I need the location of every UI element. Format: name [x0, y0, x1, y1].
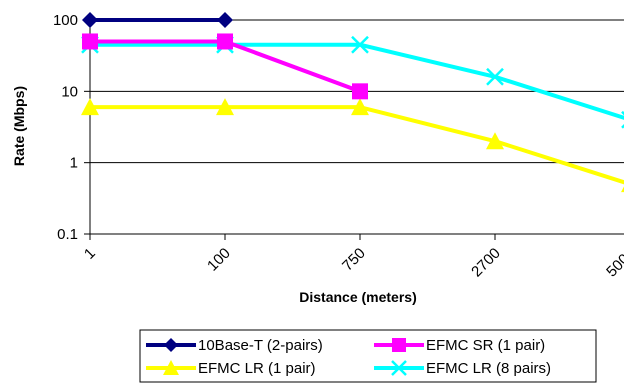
data-point: [391, 360, 407, 376]
legend-box: [139, 329, 597, 383]
y-tick-label: 1: [70, 155, 78, 172]
legend-label: 10Base-T (2-pairs): [198, 337, 323, 354]
x-tick-label: 2700: [468, 245, 504, 281]
data-point: [392, 338, 406, 352]
y-tick-label: 0.1: [57, 226, 78, 243]
y-tick-labels: 100 10 1 0.1: [53, 12, 78, 243]
legend-item: EFMC LR (8 pairs): [374, 360, 551, 377]
data-point: [621, 186, 624, 193]
data-point: [164, 338, 178, 352]
data-point: [486, 132, 504, 150]
data-point: [486, 67, 504, 86]
y-tick-label: 10: [61, 83, 78, 100]
series-line: [90, 105, 624, 185]
data-point: [82, 33, 98, 50]
data-point-stroke: [486, 67, 504, 86]
data-point: [217, 12, 233, 28]
y-tick-label: 100: [53, 12, 78, 29]
legend: 10Base-T (2-pairs) EFMC SR (1 pair) EFMC L…: [139, 329, 597, 383]
data-point-stroke: [391, 360, 407, 376]
data-point: [352, 83, 368, 100]
axes: [84, 19, 624, 240]
x-tick-label: 750: [339, 245, 369, 275]
data-point: [81, 98, 99, 116]
plot-area: [81, 12, 624, 193]
x-tick-label: 5000: [603, 245, 624, 281]
data-point: [216, 98, 234, 116]
data-point: [217, 33, 233, 50]
x-tick-labels: 1 100 750 2700 5000: [81, 245, 624, 281]
data-point: [351, 98, 369, 116]
legend-label: EFMC LR (8 pairs): [426, 360, 551, 377]
legend-item: EFMC SR (1 pair): [374, 337, 545, 354]
legend-label: EFMC LR (1 pair): [198, 360, 316, 377]
x-axis-title: Distance (meters): [299, 289, 417, 305]
y-axis-title: Rate (Mbps): [11, 86, 27, 166]
legend-label: EFMC SR (1 pair): [426, 337, 545, 354]
x-tick-label: 100: [204, 245, 234, 275]
data-point: [82, 12, 98, 28]
data-point: [351, 35, 369, 54]
legend-item: 10Base-T (2-pairs): [146, 337, 323, 354]
x-tick-label: 1: [81, 245, 99, 263]
data-point: [163, 360, 179, 375]
legend-item: EFMC LR (1 pair): [146, 360, 316, 377]
data-point-stroke: [351, 35, 369, 54]
